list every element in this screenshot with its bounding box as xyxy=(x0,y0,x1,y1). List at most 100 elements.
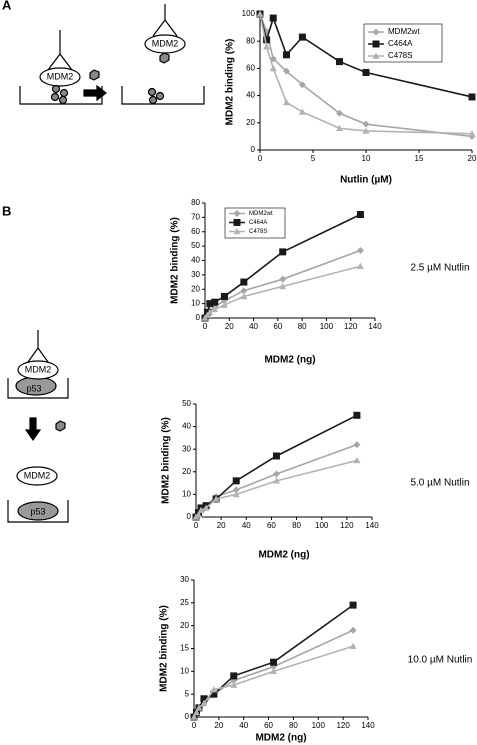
nutlin xyxy=(159,52,170,64)
x-tick-label: 15 xyxy=(415,154,424,163)
marker xyxy=(298,81,306,89)
legend-label: C464A xyxy=(249,220,267,226)
x-axis-label: MDM2 (ng) xyxy=(255,733,306,744)
marker xyxy=(372,40,380,48)
y-tick-label: 5 xyxy=(185,689,190,698)
marker xyxy=(353,457,361,464)
x-tick-label: 100 xyxy=(320,322,334,331)
series-line xyxy=(195,459,358,518)
x-tick-label: 0 xyxy=(192,721,197,730)
panel-label: B xyxy=(2,203,11,218)
y-tick-label: 60 xyxy=(246,64,255,73)
p53-shape xyxy=(17,501,59,521)
x-tick-label: 20 xyxy=(214,721,223,730)
marker xyxy=(283,51,290,59)
marker xyxy=(190,713,198,720)
marker xyxy=(279,282,287,290)
x-tick-label: 100 xyxy=(312,721,326,730)
marker xyxy=(233,228,241,235)
well xyxy=(7,378,69,399)
well xyxy=(121,86,205,105)
marker xyxy=(232,477,240,485)
y-tick-label: 0 xyxy=(187,512,192,521)
marker xyxy=(283,67,290,75)
x-tick-label: 140 xyxy=(365,521,379,530)
marker xyxy=(197,506,205,514)
marker xyxy=(240,287,248,295)
marker xyxy=(362,127,370,134)
y-tick-label: 30 xyxy=(191,270,200,279)
marker xyxy=(298,108,306,115)
x-tick-label: 20 xyxy=(225,322,234,331)
bead xyxy=(58,95,68,105)
marker xyxy=(336,124,343,132)
y-tick-label: 10 xyxy=(191,299,200,308)
arrow xyxy=(24,417,42,442)
bead xyxy=(50,92,60,102)
diagram-label: MDM2 xyxy=(24,470,51,480)
y-tick-label: 80 xyxy=(246,36,255,45)
marker xyxy=(362,120,370,128)
marker xyxy=(272,477,280,484)
marker xyxy=(240,292,248,300)
marker xyxy=(200,695,208,703)
marker xyxy=(356,262,364,270)
mdm2-shape xyxy=(17,360,59,380)
y-tick-label: 20 xyxy=(182,467,191,476)
marker xyxy=(195,511,203,518)
series-line xyxy=(259,13,473,135)
marker xyxy=(263,43,271,50)
marker xyxy=(279,275,287,283)
x-tick-label: 140 xyxy=(361,721,375,730)
marker xyxy=(468,130,476,137)
y-tick-label: 20 xyxy=(246,118,255,127)
marker xyxy=(202,504,210,511)
diagram-a xyxy=(19,4,205,105)
marker xyxy=(233,210,241,217)
y-tick-label: 15 xyxy=(180,644,189,653)
marker xyxy=(372,28,380,36)
x-tick-label: 10 xyxy=(362,154,371,163)
annotation: 2.5 µM Nutlin xyxy=(410,263,469,274)
y-axis-label: MDM2 binding (%) xyxy=(225,39,236,126)
marker xyxy=(349,642,357,650)
antibody xyxy=(27,330,49,363)
series-line xyxy=(193,645,354,718)
y-axis-label: MDM2 binding (%) xyxy=(170,217,181,304)
marker xyxy=(195,704,203,711)
antibody xyxy=(47,30,73,71)
marker xyxy=(230,672,238,680)
marker xyxy=(230,681,238,688)
legend-label: C464A xyxy=(388,39,413,48)
x-tick-label: 60 xyxy=(267,521,276,530)
y-tick-label: 50 xyxy=(191,241,200,250)
marker xyxy=(212,495,220,502)
marker xyxy=(272,470,280,478)
marker xyxy=(206,308,214,316)
x-axis-label: MDM2 (ng) xyxy=(258,550,309,561)
y-tick-label: 80 xyxy=(191,198,200,207)
marker xyxy=(372,52,380,59)
y-tick-label: 20 xyxy=(180,621,189,630)
y-tick-label: 40 xyxy=(246,91,255,100)
x-tick-label: 0 xyxy=(194,521,199,530)
marker xyxy=(220,301,228,308)
y-tick-label: 0 xyxy=(196,313,201,322)
y-tick-label: 30 xyxy=(182,444,191,453)
marker xyxy=(336,109,343,117)
diagram-b xyxy=(7,330,69,523)
x-tick-label: 40 xyxy=(249,322,258,331)
marker xyxy=(232,490,240,498)
marker xyxy=(233,219,241,226)
legend-label: MDM2wt xyxy=(388,27,420,36)
x-tick-label: 100 xyxy=(315,521,329,530)
y-tick-label: 60 xyxy=(191,227,200,236)
x-tick-label: 80 xyxy=(298,322,307,331)
marker xyxy=(336,58,343,66)
marker xyxy=(270,667,278,675)
y-tick-label: 100 xyxy=(242,9,256,18)
marker xyxy=(279,248,287,256)
y-axis-label: MDM2 binding (%) xyxy=(161,417,172,504)
annotation: 5.0 µM Nutlin xyxy=(410,478,469,489)
marker xyxy=(272,452,280,460)
